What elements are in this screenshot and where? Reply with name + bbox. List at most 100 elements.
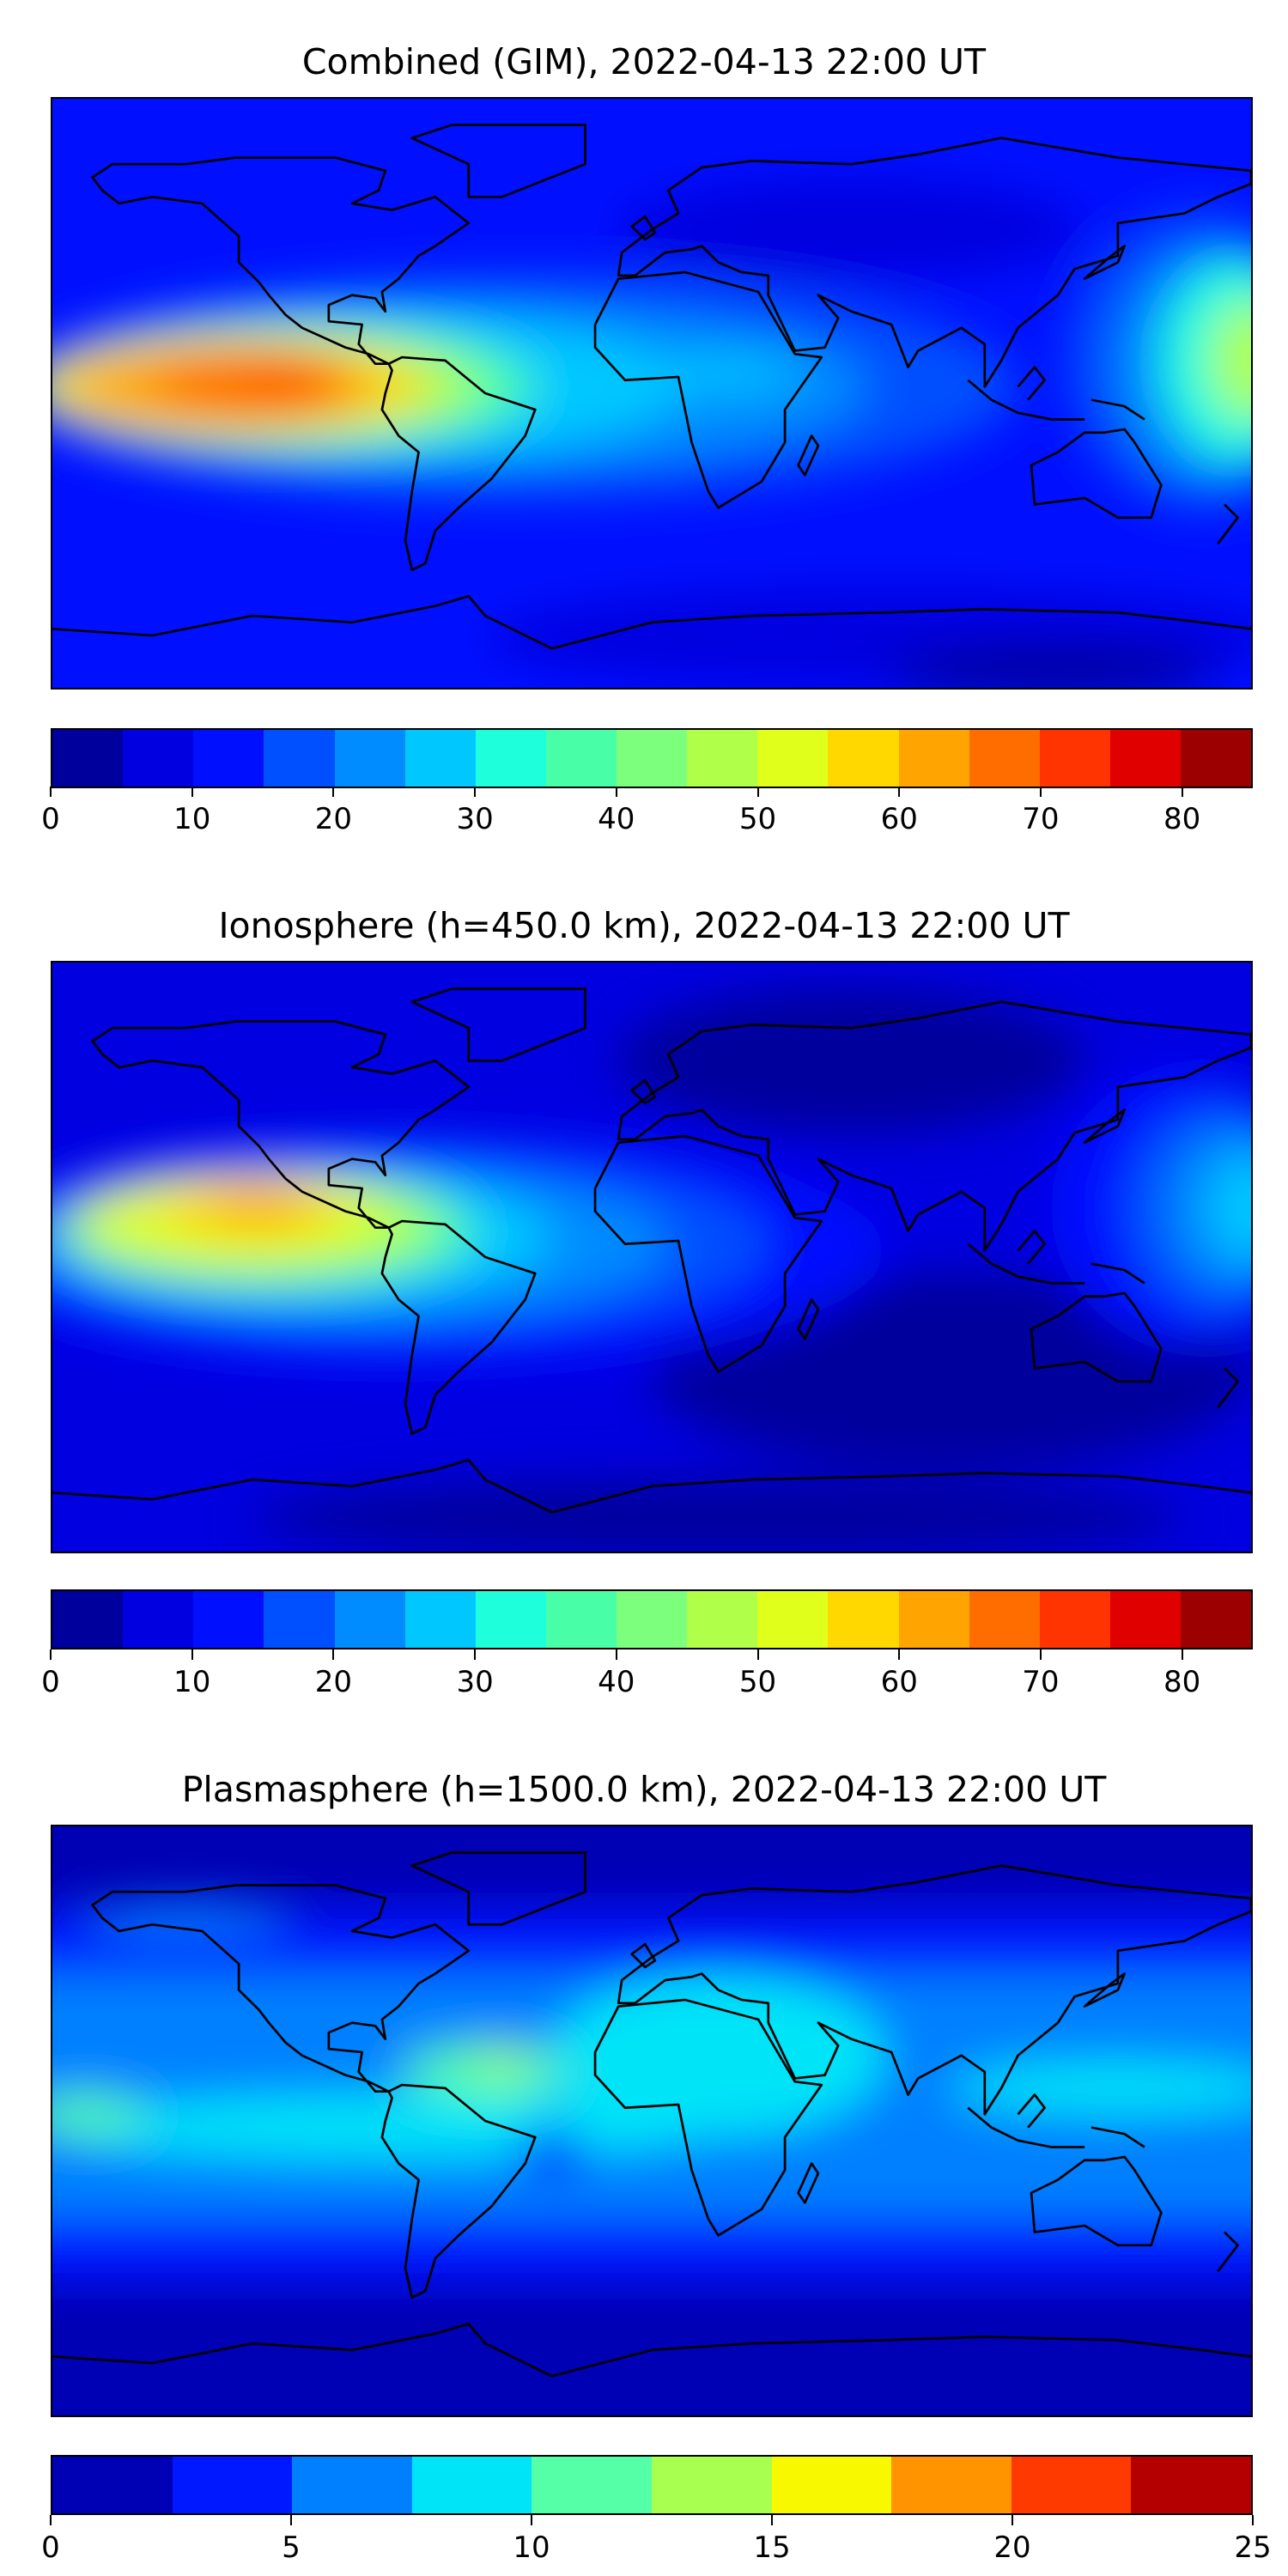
tick-mark: [50, 1649, 52, 1660]
colorbar-segment: [172, 2457, 293, 2513]
tick-label: 10: [173, 1665, 211, 1699]
colorbar-segment: [475, 730, 546, 787]
colorbar-segment: [969, 1591, 1040, 1648]
colorbar-segment: [687, 730, 758, 787]
tick-label: 60: [880, 1665, 918, 1699]
tec-field: [52, 177, 1251, 688]
colorbar-segment: [404, 730, 476, 787]
colorbar-segment: [532, 2457, 652, 2513]
colorbar-segment: [687, 1591, 758, 1648]
tick-mark: [1252, 2515, 1254, 2525]
tick-mark: [1181, 1649, 1183, 1660]
colorbar-segment: [334, 730, 405, 787]
colorbar-segment: [617, 1591, 688, 1648]
colorbar-segment: [1181, 1591, 1252, 1648]
colorbar-segment: [651, 2457, 772, 2513]
tick-label: 15: [753, 2530, 791, 2565]
colorbar-segment: [757, 1591, 829, 1648]
tick-mark: [756, 787, 759, 797]
colorbar-segment: [828, 730, 899, 787]
chart-title-ionosphere: Ionosphere (h=450.0 km), 2022-04-13 22:0…: [218, 905, 1070, 946]
tick-mark: [771, 2515, 773, 2525]
map-ionosphere: [51, 961, 1253, 1553]
tick-label: 30: [456, 1665, 494, 1699]
colorbar-segment: [193, 730, 264, 787]
tick-label: 30: [456, 802, 494, 836]
colorbar-segment: [193, 1591, 264, 1648]
tick-mark: [1039, 1649, 1042, 1660]
tick-mark: [50, 787, 52, 797]
colorbar-segment: [1109, 1591, 1181, 1648]
colorbar-segment: [891, 2457, 1012, 2513]
colorbar-segment: [475, 1591, 546, 1648]
colorbar-segment: [898, 1591, 969, 1648]
tick-mark: [474, 1649, 477, 1660]
colorbar-segment: [828, 1591, 899, 1648]
tick-mark: [1181, 787, 1183, 797]
tick-label: 0: [41, 1665, 60, 1699]
colorbar-segment: [617, 730, 688, 787]
tick-mark: [615, 1649, 617, 1660]
tick-label: 50: [738, 802, 777, 836]
tick-label: 40: [598, 802, 635, 836]
colorbar-combined: [51, 728, 1253, 788]
colorbar-segment: [52, 730, 124, 787]
colorbar-segment: [52, 2457, 173, 2513]
tick-label: 50: [738, 1665, 777, 1699]
colorbar-segment: [1131, 2457, 1251, 2513]
colorbar-segment: [1181, 730, 1252, 787]
tick-label: 5: [282, 2530, 301, 2565]
tick-label: 10: [513, 2530, 550, 2565]
tec-field: [52, 988, 1251, 1552]
tick-label: 10: [173, 802, 211, 836]
colorbar-segment: [292, 2457, 412, 2513]
colorbar-segment: [264, 1591, 335, 1648]
tick-label: 0: [41, 2530, 60, 2565]
colorbar-plasmasphere: [51, 2455, 1253, 2515]
tick-mark: [474, 787, 477, 797]
colorbar-ticks-ionosphere: 0 10 20 30 40 50 60 70 80: [41, 1649, 1253, 1710]
colorbar-segment: [1039, 730, 1110, 787]
colorbar-segment: [898, 730, 969, 787]
tick-label: 80: [1163, 1665, 1201, 1699]
colorbar-segment: [757, 730, 829, 787]
tick-mark: [191, 787, 193, 797]
tick-label: 70: [1022, 1665, 1060, 1699]
colorbar-segment: [334, 1591, 405, 1648]
colorbar-segment: [411, 2457, 532, 2513]
colorbar-ionosphere: [51, 1589, 1253, 1649]
tick-mark: [191, 1649, 193, 1660]
tick-mark: [1039, 787, 1042, 797]
chart-title-combined: Combined (GIM), 2022-04-13 22:00 UT: [301, 41, 987, 82]
colorbar-segment: [123, 1591, 194, 1648]
colorbar-ticks-combined: 0 10 20 30 40 50 60 70 80: [41, 787, 1253, 847]
colorbar-segment: [1039, 1591, 1110, 1648]
tick-mark: [898, 1649, 901, 1660]
tick-label: 40: [598, 1665, 635, 1699]
tick-mark: [531, 2515, 532, 2525]
colorbar-ticks-plasmasphere: 0 5 10 15 20 25: [41, 2515, 1272, 2575]
tick-mark: [756, 1649, 759, 1660]
tick-label: 20: [314, 1665, 353, 1699]
map-combined-gim: [51, 97, 1253, 690]
colorbar-segment: [771, 2457, 892, 2513]
tick-label: 25: [1234, 2530, 1272, 2565]
tick-label: 20: [314, 802, 353, 836]
tick-label: 70: [1022, 802, 1060, 836]
tick-mark: [290, 2515, 292, 2525]
tick-label: 80: [1163, 802, 1201, 836]
tick-label: 0: [41, 802, 60, 836]
tick-label: 60: [880, 802, 918, 836]
colorbar-segment: [123, 730, 194, 787]
tick-mark: [332, 1649, 335, 1660]
colorbar-segment: [545, 1591, 617, 1648]
tick-mark: [332, 787, 335, 797]
colorbar-segment: [969, 730, 1040, 787]
tec-field: [52, 1901, 1251, 2285]
colorbar-segment: [545, 730, 617, 787]
colorbar-segment: [404, 1591, 476, 1648]
tick-mark: [898, 787, 901, 797]
tick-label: 20: [993, 2530, 1031, 2565]
tick-mark: [50, 2515, 52, 2525]
colorbar-segment: [1109, 730, 1181, 787]
